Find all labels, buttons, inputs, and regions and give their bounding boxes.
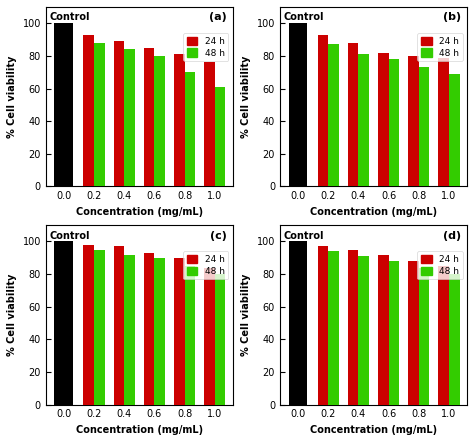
Bar [389, 59, 399, 187]
Bar [318, 246, 328, 404]
Bar [155, 56, 165, 187]
Text: Control: Control [49, 231, 90, 240]
Bar [438, 57, 449, 187]
Bar [449, 74, 459, 187]
Bar [55, 23, 73, 187]
Bar [378, 53, 389, 187]
Bar [174, 54, 184, 187]
Bar [174, 258, 184, 404]
Text: Control: Control [49, 12, 90, 23]
Text: (d): (d) [443, 231, 462, 240]
Bar [184, 266, 195, 404]
Bar [358, 256, 369, 404]
Bar [289, 241, 308, 404]
Bar [348, 250, 358, 404]
Bar [419, 67, 429, 187]
Bar [83, 245, 94, 404]
Text: Control: Control [284, 12, 324, 23]
Bar [389, 261, 399, 404]
Legend: 24 h, 48 h: 24 h, 48 h [183, 251, 228, 279]
Y-axis label: % Cell viability: % Cell viability [7, 56, 17, 138]
Bar [328, 45, 339, 187]
Bar [124, 50, 135, 187]
Bar [114, 246, 124, 404]
Bar [144, 253, 155, 404]
Text: (c): (c) [210, 231, 227, 240]
Bar [358, 54, 369, 187]
Bar [318, 34, 328, 187]
X-axis label: Concentration (mg/mL): Concentration (mg/mL) [310, 425, 437, 435]
Bar [204, 62, 215, 187]
X-axis label: Concentration (mg/mL): Concentration (mg/mL) [310, 207, 437, 217]
Bar [449, 274, 459, 404]
Bar [155, 258, 165, 404]
Bar [348, 43, 358, 187]
Bar [408, 56, 419, 187]
Legend: 24 h, 48 h: 24 h, 48 h [183, 33, 228, 61]
X-axis label: Concentration (mg/mL): Concentration (mg/mL) [76, 425, 203, 435]
Bar [55, 241, 73, 404]
Text: (a): (a) [210, 12, 227, 23]
Bar [144, 48, 155, 187]
Y-axis label: % Cell viability: % Cell viability [241, 274, 251, 356]
Text: Control: Control [284, 231, 324, 240]
Bar [328, 251, 339, 404]
Bar [114, 41, 124, 187]
Bar [215, 87, 225, 187]
Y-axis label: % Cell viability: % Cell viability [241, 56, 251, 138]
Text: (b): (b) [443, 12, 462, 23]
Bar [419, 267, 429, 404]
X-axis label: Concentration (mg/mL): Concentration (mg/mL) [76, 207, 203, 217]
Bar [378, 255, 389, 404]
Bar [184, 72, 195, 187]
Bar [438, 266, 449, 404]
Bar [94, 250, 105, 404]
Y-axis label: % Cell viability: % Cell viability [7, 274, 17, 356]
Bar [204, 267, 215, 404]
Bar [94, 43, 105, 187]
Bar [124, 255, 135, 404]
Legend: 24 h, 48 h: 24 h, 48 h [417, 251, 463, 279]
Bar [408, 261, 419, 404]
Bar [215, 274, 225, 404]
Legend: 24 h, 48 h: 24 h, 48 h [417, 33, 463, 61]
Bar [289, 23, 308, 187]
Bar [83, 34, 94, 187]
